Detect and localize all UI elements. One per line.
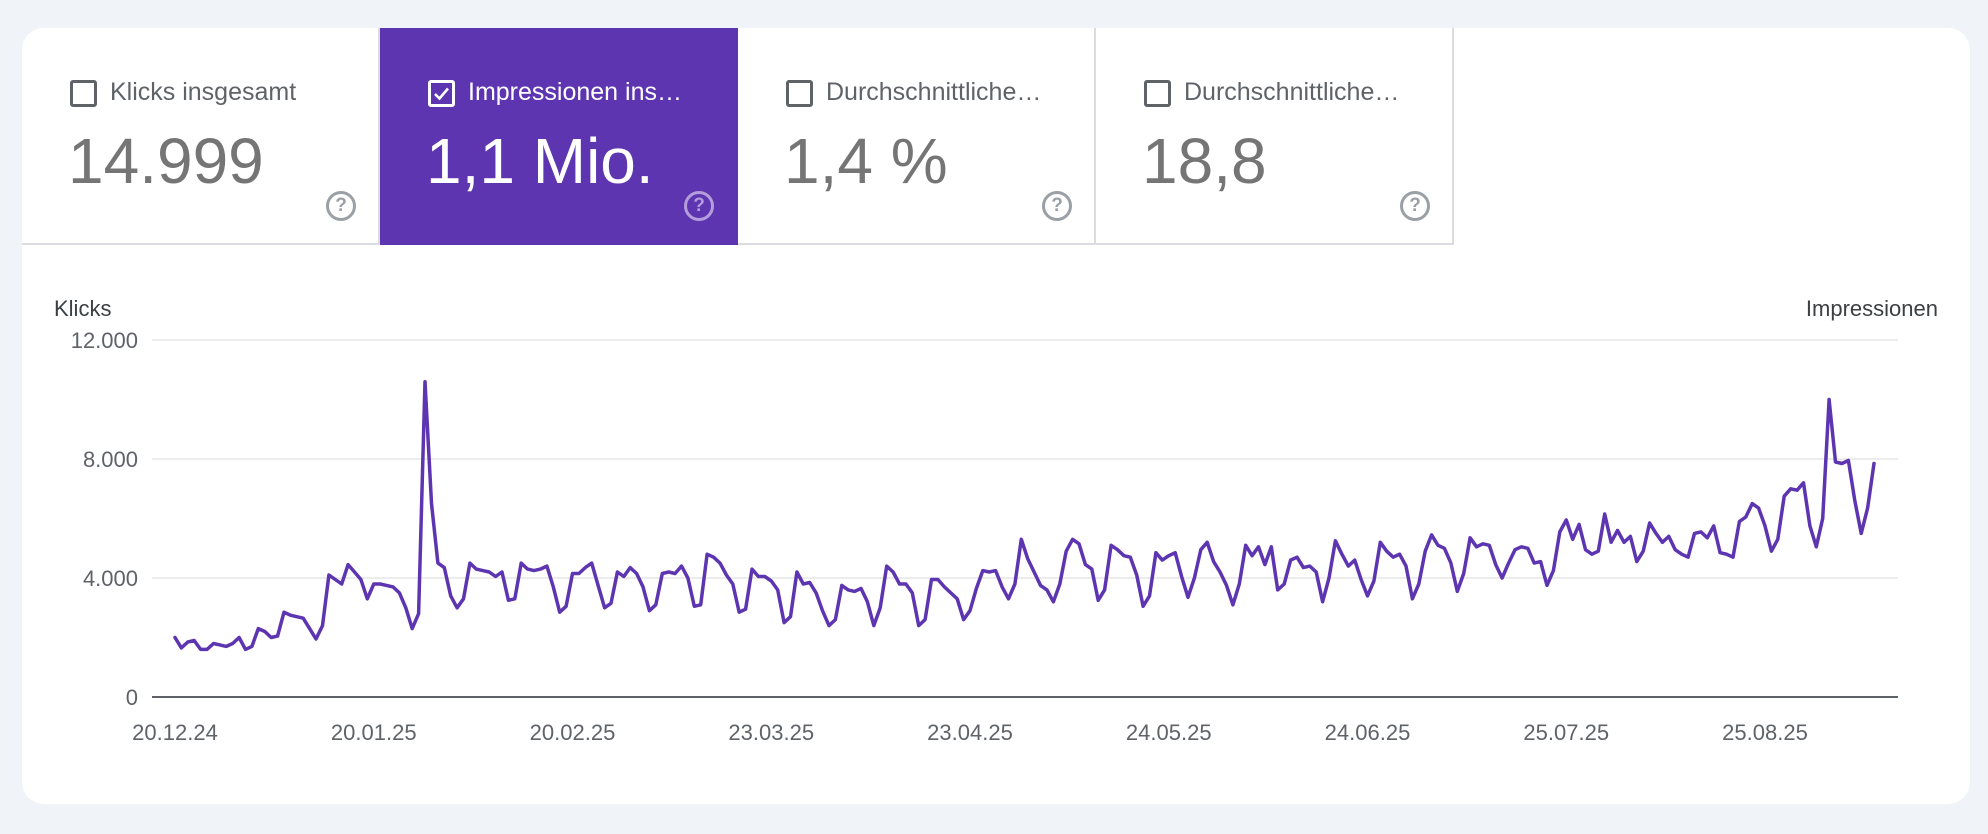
metric-label: Durchschnittliche… bbox=[826, 78, 1042, 106]
x-tick-label: 24.05.25 bbox=[1126, 720, 1212, 745]
x-tick-label: 25.07.25 bbox=[1523, 720, 1609, 745]
metric-tab-impressions[interactable]: Impressionen ins… 1,1 Mio. ? bbox=[380, 28, 738, 245]
metric-tab-clicks[interactable]: Klicks insgesamt 14.999 ? bbox=[22, 28, 380, 245]
help-circle-icon[interactable]: ? bbox=[1042, 191, 1072, 221]
help-circle-icon[interactable]: ? bbox=[684, 191, 714, 221]
x-tick-label: 23.04.25 bbox=[927, 720, 1013, 745]
checkbox-checked-icon[interactable] bbox=[428, 80, 455, 107]
x-tick-label: 20.02.25 bbox=[530, 720, 616, 745]
y-tick-label: 8.000 bbox=[83, 447, 138, 472]
metric-value: 14.999 bbox=[68, 125, 264, 197]
metric-label: Impressionen ins… bbox=[468, 78, 682, 106]
y-tick-label: 0 bbox=[126, 685, 138, 710]
metric-value: 1,4 % bbox=[784, 125, 948, 197]
y-axis-title-right: Impressionen bbox=[1805, 296, 1938, 321]
help-circle-icon[interactable]: ? bbox=[326, 191, 356, 221]
y-tick-label: 4.000 bbox=[83, 566, 138, 591]
metric-label: Klicks insgesamt bbox=[110, 78, 297, 106]
checkbox-icon[interactable] bbox=[70, 80, 97, 107]
performance-card: Klicks insgesamt 14.999 ? Impressionen i… bbox=[22, 28, 1970, 804]
x-tick-label: 23.03.25 bbox=[728, 720, 814, 745]
x-tick-label: 20.01.25 bbox=[331, 720, 417, 745]
y-axis-title-left: Klicks bbox=[54, 296, 112, 321]
metric-value: 18,8 bbox=[1142, 125, 1267, 197]
series-line-impressions bbox=[173, 379, 1876, 652]
checkbox-icon[interactable] bbox=[786, 80, 813, 107]
y-tick-label: 12.000 bbox=[71, 328, 138, 353]
help-circle-icon[interactable]: ? bbox=[1400, 191, 1430, 221]
x-tick-label: 20.12.24 bbox=[132, 720, 218, 745]
line-chart: 0 4.000 8.000 12.000 20.12.24 20.01.25 20.02.2… bbox=[71, 328, 1898, 745]
metric-tab-ctr[interactable]: Durchschnittliche… 1,4 % ? bbox=[738, 28, 1096, 245]
x-tick-label: 24.06.25 bbox=[1325, 720, 1411, 745]
x-tick-label: 25.08.25 bbox=[1722, 720, 1808, 745]
metric-value: 1,1 Mio. bbox=[426, 125, 654, 197]
metric-tab-position[interactable]: Durchschnittliche… 18,8 ? bbox=[1096, 28, 1454, 245]
metric-label: Durchschnittliche… bbox=[1184, 78, 1400, 106]
checkbox-icon[interactable] bbox=[1144, 80, 1171, 107]
metric-tabs: Klicks insgesamt 14.999 ? Impressionen i… bbox=[22, 28, 1454, 246]
